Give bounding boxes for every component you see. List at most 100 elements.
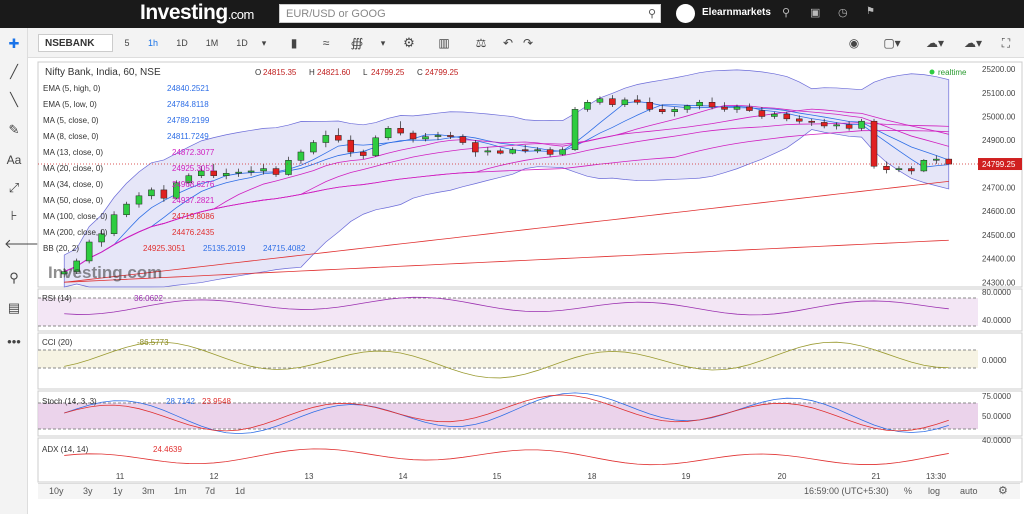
realtime-dot xyxy=(929,69,935,75)
candle-body xyxy=(98,233,105,243)
timeframe-bar: 10y 3y 1y 3m 1m 7d 1d 16:59:00 (UTC+5:30… xyxy=(38,483,1020,499)
brand-avatar[interactable] xyxy=(676,4,695,23)
stoch-k-line xyxy=(64,392,949,435)
candle-body xyxy=(260,168,267,172)
cci-tick: 0.0000 xyxy=(982,356,1007,365)
indicator-name: MA (50, close, 0) xyxy=(43,196,103,205)
indicator-value: 24968.6276 xyxy=(172,180,215,189)
line-chart-icon[interactable]: ≈ xyxy=(322,36,330,50)
candle-body xyxy=(858,120,865,129)
measure-icon[interactable]: ⊦ xyxy=(10,208,18,223)
range-1y[interactable]: 1y xyxy=(113,486,123,496)
undo-icon[interactable]: ↶ xyxy=(502,36,514,50)
cloud-download-icon[interactable]: ☁▾ xyxy=(925,36,945,50)
candle-body xyxy=(683,105,691,110)
indicators-icon[interactable]: ∰ xyxy=(350,36,364,50)
candle-body xyxy=(335,135,342,141)
chevron-down-icon[interactable]: ▾ xyxy=(261,38,267,48)
candle-body xyxy=(634,99,641,103)
briefcase-icon[interactable]: ▣ xyxy=(810,7,821,19)
interval-1m[interactable]: 1M xyxy=(205,38,219,48)
candle-body xyxy=(721,106,728,110)
search-icon[interactable]: ⚲ xyxy=(647,8,656,20)
search-input[interactable]: EUR/USD or GOOG ⚲ xyxy=(279,4,661,23)
price-tick-label: 24400.00 xyxy=(982,255,1016,264)
more-icon[interactable]: ••• xyxy=(7,334,21,349)
logo-suffix: .com xyxy=(227,7,255,22)
percent-toggle[interactable]: % xyxy=(904,486,913,496)
bb-name: BB (20, 2) xyxy=(43,244,79,253)
range-1m[interactable]: 1m xyxy=(174,486,187,496)
brand-name[interactable]: Elearnmarkets xyxy=(702,7,771,18)
bar-chart-icon[interactable]: ▥ xyxy=(438,36,450,50)
candlestick-icon[interactable]: ▮ xyxy=(290,36,298,50)
interval-1d[interactable]: 1D xyxy=(176,38,188,48)
scale-icon[interactable]: ⚖ xyxy=(475,36,487,50)
ruler-icon[interactable]: ▤ xyxy=(7,300,21,315)
interval-5[interactable]: 5 xyxy=(124,38,130,48)
ohlc-key: C xyxy=(417,68,423,77)
interval-dropdown[interactable]: 1D xyxy=(236,38,248,48)
gear-icon[interactable]: ⚙ xyxy=(998,485,1008,497)
candle-body xyxy=(322,135,330,143)
timezone-clock[interactable]: 16:59:00 (UTC+5:30) xyxy=(804,486,889,496)
zoom-icon[interactable]: ⚲ xyxy=(9,270,19,285)
stoch-d-value: 23.9548 xyxy=(202,397,231,406)
auto-toggle[interactable]: auto xyxy=(960,486,978,496)
color-picker-icon[interactable]: ▢▾ xyxy=(883,36,901,50)
realtime-label: realtime xyxy=(938,68,967,77)
candle-body xyxy=(758,110,766,117)
fullscreen-icon[interactable]: ⛶ xyxy=(1001,36,1011,50)
crosshair-icon[interactable]: ✚ xyxy=(8,36,20,51)
text-icon[interactable]: Aa xyxy=(6,153,22,167)
candle-body xyxy=(484,150,492,153)
candle-body xyxy=(272,168,280,175)
investing-logo[interactable]: Investing.com xyxy=(140,1,254,25)
candle-body xyxy=(870,120,878,167)
range-3y[interactable]: 3y xyxy=(83,486,93,496)
indicator-name: MA (13, close, 0) xyxy=(43,148,103,157)
range-1d[interactable]: 1d xyxy=(235,486,246,496)
camera-icon[interactable]: ◉ xyxy=(848,36,860,50)
gear-icon[interactable]: ⚙ xyxy=(403,35,415,50)
fib-icon[interactable]: ╲ xyxy=(10,92,18,107)
bb-value: 25135.2019 xyxy=(203,244,246,253)
indicator-name: MA (100, close, 0) xyxy=(43,212,108,221)
flag-icon[interactable]: ⚑ xyxy=(866,6,875,17)
candle-body xyxy=(497,150,504,154)
clock-icon[interactable]: ◷ xyxy=(838,7,848,19)
candle-body xyxy=(696,102,703,107)
ohlc-value-l: 24799.25 xyxy=(371,68,405,77)
candle-body xyxy=(285,160,292,175)
indicator-name: MA (34, close, 0) xyxy=(43,180,103,189)
indicator-value: 24937.2821 xyxy=(172,196,215,205)
x-axis-label: 13 xyxy=(305,472,314,481)
candle-body xyxy=(559,149,566,155)
interval-1h[interactable]: 1h xyxy=(147,38,158,48)
cloud-upload-icon[interactable]: ☁▾ xyxy=(963,36,983,50)
ma-50-line xyxy=(64,130,949,272)
candle-body xyxy=(359,151,367,156)
indicator-value: 24789.2199 xyxy=(167,116,210,125)
candle-body xyxy=(945,158,953,165)
chevron-down-icon[interactable]: ▾ xyxy=(380,38,386,48)
trendline-icon[interactable]: ╱ xyxy=(10,64,18,79)
range-3m[interactable]: 3m xyxy=(142,486,155,496)
indicator-value: 24840.2521 xyxy=(167,84,210,93)
range-10y[interactable]: 10y xyxy=(49,486,64,496)
price-tick-label: 24500.00 xyxy=(982,231,1016,240)
range-7d[interactable]: 7d xyxy=(205,486,216,496)
ma-200-line xyxy=(64,239,949,283)
log-toggle[interactable]: log xyxy=(928,486,941,496)
price-tick-label: 25200.00 xyxy=(982,65,1016,74)
candle-body xyxy=(422,136,429,140)
brush-icon[interactable]: ✎ xyxy=(8,122,20,137)
redo-icon[interactable]: ↷ xyxy=(522,36,534,50)
stoch-d-line xyxy=(64,394,949,432)
ohlc-value-c: 24799.25 xyxy=(425,68,459,77)
symbol-input[interactable]: NSEBANK xyxy=(38,34,113,52)
pattern-icon[interactable]: ⤢ xyxy=(8,180,20,195)
candle-body xyxy=(708,102,716,108)
bell-icon[interactable]: ⚲ xyxy=(782,7,791,19)
